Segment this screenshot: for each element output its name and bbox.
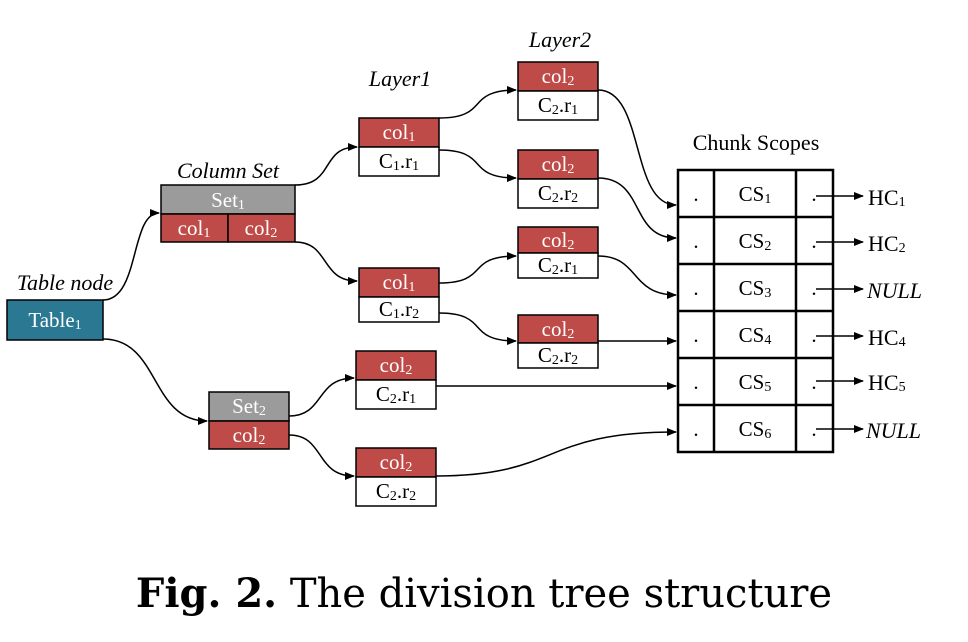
- layer1-node: col1 C1.r2: [358, 267, 440, 323]
- svg-text:.: .: [811, 276, 816, 300]
- svg-text:CS2: CS2: [739, 229, 772, 254]
- table-node: Table1: [6, 299, 104, 341]
- svg-text:col1: col1: [178, 216, 211, 241]
- caption-text: The division tree structure: [289, 571, 833, 617]
- column-set-label: Column Set: [177, 158, 280, 183]
- chunk-scopes-label: Chunk Scopes: [693, 130, 820, 155]
- svg-text:Table1: Table1: [28, 308, 81, 333]
- connectors: [102, 86, 864, 480]
- svg-text:HC4: HC4: [868, 325, 906, 350]
- svg-text:NULL: NULL: [865, 418, 921, 443]
- set1-col2-name: col: [245, 216, 271, 240]
- svg-text:.: .: [811, 323, 816, 347]
- svg-text:.: .: [693, 370, 698, 394]
- layer2-node: col2 C2.r1: [517, 61, 599, 121]
- layer1-node: col1 C1.r1: [358, 117, 440, 177]
- set1-node: Set1 col1 col2: [160, 184, 296, 243]
- set2-name: Set: [232, 394, 259, 418]
- layer2-node: col2 C2.r2: [517, 149, 599, 209]
- svg-text:.: .: [693, 417, 698, 441]
- set2-node: Set2 col2: [208, 391, 290, 450]
- svg-text:CS4: CS4: [739, 323, 772, 348]
- chunk-scopes-table: [676, 168, 835, 454]
- svg-text:C1.r1: C1.r1: [379, 149, 419, 174]
- layer2-node: col2 C2.r2: [517, 314, 599, 369]
- svg-text:.: .: [811, 182, 816, 206]
- svg-text:CS5: CS5: [739, 370, 772, 395]
- svg-text:CS6: CS6: [739, 417, 772, 442]
- layer1-label: Layer1: [368, 66, 431, 91]
- set2-sub: 2: [259, 404, 266, 419]
- layer2-node: col2 C2.r1: [517, 226, 599, 279]
- set2-col-sub: 2: [258, 433, 265, 448]
- svg-text:C2.r2: C2.r2: [538, 343, 578, 368]
- svg-text:HC1: HC1: [868, 185, 906, 210]
- table-sub: 1: [75, 318, 82, 333]
- svg-text:C2.r1: C2.r1: [538, 253, 578, 278]
- svg-text:Set1: Set1: [211, 188, 245, 213]
- svg-text:CS3: CS3: [739, 276, 772, 301]
- division-tree-diagram: Table node Column Set Layer1 Layer2 Chun…: [6, 27, 922, 507]
- svg-text:.: .: [811, 370, 816, 394]
- svg-text:NULL: NULL: [866, 278, 922, 303]
- svg-text:Set2: Set2: [232, 394, 266, 419]
- layer2-label: Layer2: [528, 27, 591, 52]
- svg-text:col2: col2: [542, 228, 575, 253]
- svg-text:col1: col1: [383, 120, 416, 145]
- svg-text:CS1: CS1: [739, 182, 772, 207]
- set1-col1-name: col: [178, 216, 204, 240]
- svg-text:C1.r2: C1.r2: [379, 297, 419, 322]
- svg-text:.: .: [693, 323, 698, 347]
- svg-text:.: .: [811, 229, 816, 253]
- chunk-row: . CS6 . NULL: [693, 417, 921, 443]
- svg-text:HC5: HC5: [868, 370, 906, 395]
- layer1-node: col2 C2.r2: [355, 447, 437, 507]
- svg-text:col2: col2: [542, 317, 575, 342]
- set1-col2-sub: 2: [270, 226, 277, 241]
- set1-name: Set: [211, 188, 238, 212]
- chunk-row: . CS4 . HC4: [693, 323, 905, 350]
- svg-text:.: .: [693, 182, 698, 206]
- svg-text:.: .: [811, 417, 816, 441]
- svg-text:.: .: [693, 229, 698, 253]
- svg-text:C2.r1: C2.r1: [538, 93, 578, 118]
- chunk-row: . CS5 . HC5: [693, 370, 905, 395]
- svg-text:C2.r2: C2.r2: [376, 479, 416, 504]
- svg-text:col2: col2: [542, 152, 575, 177]
- svg-text:col2: col2: [233, 423, 266, 448]
- figure-caption: Fig. 2. The division tree structure: [0, 570, 968, 617]
- svg-text:col2: col2: [245, 216, 278, 241]
- set1-col1-sub: 1: [203, 226, 210, 241]
- chunk-row: . CS3 . NULL: [693, 276, 922, 303]
- chunk-row: . CS1 . HC1: [693, 182, 905, 210]
- svg-text:col2: col2: [380, 450, 413, 475]
- layer1-node: col2 C2.r1: [355, 350, 437, 410]
- svg-text:col1: col1: [383, 270, 416, 295]
- svg-text:HC2: HC2: [868, 231, 906, 256]
- table-name: Table: [28, 308, 74, 332]
- table-node-label: Table node: [17, 270, 114, 295]
- chunk-row: . CS2 . HC2: [693, 229, 905, 256]
- svg-text:col2: col2: [542, 64, 575, 89]
- set2-col-name: col: [233, 423, 259, 447]
- set1-sub: 1: [238, 198, 245, 213]
- caption-prefix: Fig. 2.: [135, 570, 278, 617]
- svg-text:col2: col2: [380, 353, 413, 378]
- svg-text:C2.r1: C2.r1: [376, 382, 416, 407]
- svg-text:C2.r2: C2.r2: [538, 181, 578, 206]
- svg-text:.: .: [693, 276, 698, 300]
